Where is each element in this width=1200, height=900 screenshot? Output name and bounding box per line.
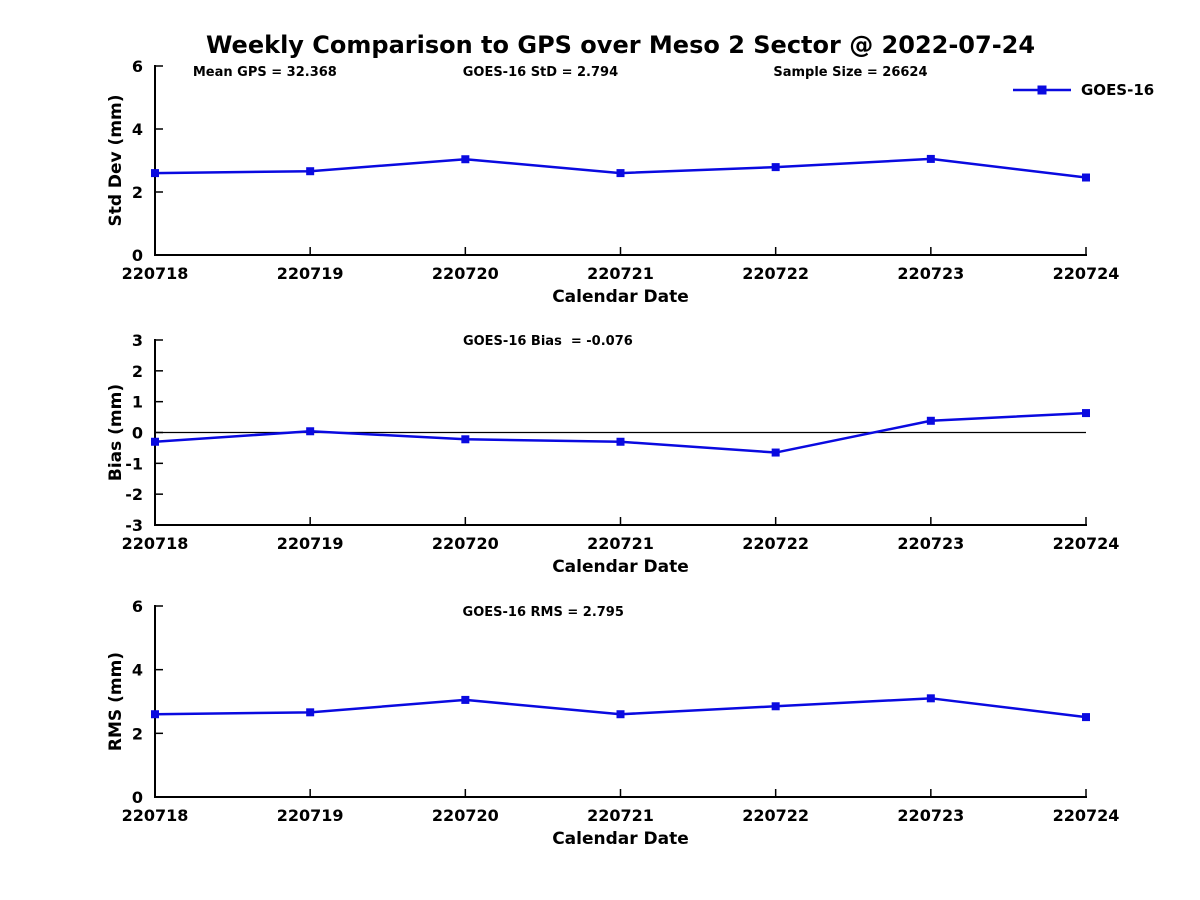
x-axis-title: Calendar Date [552, 829, 689, 849]
y-tick-label: 3 [132, 331, 143, 350]
x-tick-label: 220721 [587, 264, 654, 283]
data-point-marker [771, 448, 780, 457]
data-point-marker [461, 155, 470, 164]
y-tick-label: 4 [132, 120, 143, 139]
y-tick-label: -3 [125, 516, 143, 535]
data-point-marker [306, 167, 315, 176]
y-axis-title: RMS (mm) [106, 652, 126, 751]
annotation: GOES-16 RMS = 2.795 [463, 605, 624, 620]
x-tick-label: 220718 [122, 534, 189, 553]
data-point-marker [926, 694, 935, 703]
x-tick-label: 220724 [1053, 534, 1120, 553]
y-tick-label: 0 [132, 424, 143, 443]
y-tick-label: 0 [132, 246, 143, 265]
data-point-marker [151, 437, 159, 446]
annotation: Sample Size = 26624 [773, 65, 927, 80]
x-tick-label: 220720 [432, 806, 499, 825]
y-tick-label: 4 [132, 661, 143, 680]
x-tick-label: 220723 [897, 806, 964, 825]
x-tick-label: 220722 [742, 534, 809, 553]
y-tick-label: 1 [132, 393, 143, 412]
legend: GOES-16 [1012, 81, 1154, 99]
x-tick-label: 220720 [432, 534, 499, 553]
data-point-marker [771, 163, 780, 172]
data-point-marker [616, 437, 625, 446]
x-tick-label: 220719 [277, 534, 344, 553]
y-tick-label: 6 [132, 597, 143, 616]
data-point-marker [306, 708, 315, 717]
y-tick-label: -2 [125, 485, 143, 504]
data-point-marker [771, 702, 780, 711]
data-point-marker [1082, 713, 1090, 722]
data-point-marker [461, 435, 470, 444]
y-tick-label: -1 [125, 454, 143, 473]
data-point-marker [926, 154, 935, 163]
y-axis-title: Std Dev (mm) [106, 94, 126, 226]
x-tick-label: 220721 [587, 534, 654, 553]
data-point-marker [1082, 173, 1090, 182]
data-point-marker [151, 710, 159, 719]
x-tick-label: 220722 [742, 264, 809, 283]
x-tick-label: 220719 [277, 806, 344, 825]
x-tick-label: 220721 [587, 806, 654, 825]
x-tick-label: 220724 [1053, 264, 1120, 283]
data-point-marker [306, 427, 315, 436]
y-tick-label: 2 [132, 362, 143, 381]
x-tick-label: 220718 [122, 264, 189, 283]
annotation: Mean GPS = 32.368 [193, 65, 337, 80]
y-tick-label: 2 [132, 724, 143, 743]
x-tick-label: 220723 [897, 534, 964, 553]
figure-title: Weekly Comparison to GPS over Meso 2 Sec… [205, 31, 1036, 59]
x-tick-label: 220718 [122, 806, 189, 825]
data-point-marker [461, 695, 470, 704]
data-point-marker [616, 169, 625, 178]
legend-line-marker-icon [1013, 85, 1071, 95]
data-point-marker [616, 710, 625, 719]
y-tick-label: 6 [132, 57, 143, 76]
x-tick-label: 220722 [742, 806, 809, 825]
x-tick-label: 220719 [277, 264, 344, 283]
annotation: GOES-16 Bias = -0.076 [463, 334, 633, 349]
annotation: GOES-16 StD = 2.794 [463, 65, 618, 80]
x-tick-label: 220720 [432, 264, 499, 283]
x-tick-label: 220724 [1053, 806, 1120, 825]
y-axis-title: Bias (mm) [106, 384, 126, 481]
data-point-marker [1082, 409, 1090, 418]
x-axis-title: Calendar Date [552, 287, 689, 307]
data-point-marker [151, 169, 159, 178]
y-tick-label: 2 [132, 183, 143, 202]
x-axis-title: Calendar Date [552, 557, 689, 577]
data-point-marker [926, 416, 935, 425]
x-tick-label: 220723 [897, 264, 964, 283]
legend-label: GOES-16 [1081, 81, 1155, 99]
y-tick-label: 0 [132, 788, 143, 807]
